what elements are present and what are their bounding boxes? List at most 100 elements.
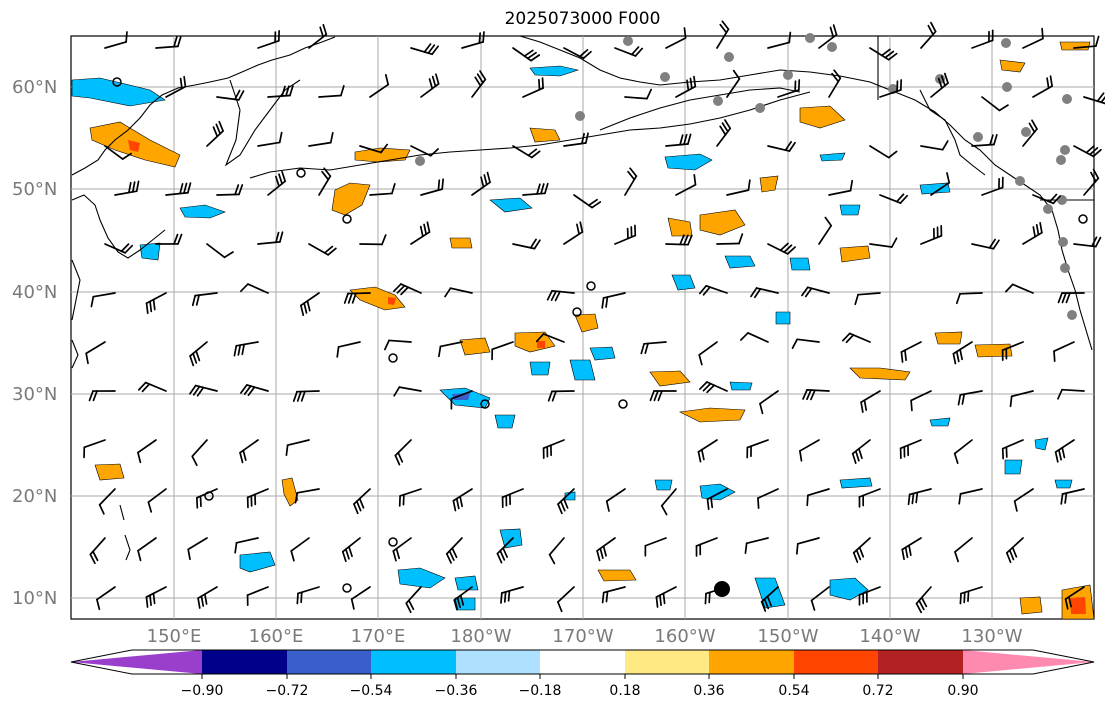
station-marker <box>1067 310 1077 320</box>
wind-barb <box>930 72 949 98</box>
colorbar-tick-label: −0.36 <box>434 683 478 699</box>
wind-barb <box>1032 193 1062 205</box>
wind-barb <box>308 24 328 49</box>
wind-barb <box>757 488 779 509</box>
wind-barb <box>665 133 692 147</box>
wind-barb <box>869 47 898 61</box>
negative-region <box>839 204 861 216</box>
wind-barb <box>308 243 337 256</box>
wind-barb <box>879 193 909 204</box>
wind-barb <box>695 537 718 557</box>
station-marker <box>1058 237 1068 247</box>
wind-barb <box>818 24 838 49</box>
negative-region <box>139 242 161 261</box>
wind-barb <box>1001 439 1024 460</box>
wind-barb <box>285 439 310 457</box>
wind-barb <box>88 390 116 402</box>
positive-region <box>459 337 491 356</box>
calm-marker <box>388 353 398 363</box>
wind-barb <box>195 488 218 509</box>
wind-barb <box>801 286 830 298</box>
calm-marker <box>112 77 122 87</box>
wind-barb <box>216 89 245 101</box>
station-marker <box>783 70 793 80</box>
wind-barb <box>563 132 589 147</box>
station-marker <box>415 156 425 166</box>
wind-barb <box>767 242 796 255</box>
station-marker <box>713 96 723 106</box>
wind-barb <box>438 341 463 358</box>
wind-barb <box>614 46 644 57</box>
wind-barb <box>290 537 310 562</box>
wind-barb <box>1022 119 1038 147</box>
calm-marker <box>572 307 582 317</box>
wind-barb <box>899 439 922 460</box>
wind-barb <box>644 537 667 557</box>
station-markers <box>415 33 1077 320</box>
wind-barb <box>233 341 259 357</box>
positive-region <box>999 59 1026 73</box>
wind-barb <box>802 389 830 401</box>
wind-barb <box>187 537 208 561</box>
wind-barb <box>535 333 565 343</box>
wind-barb <box>841 332 871 344</box>
calm-marker <box>388 537 398 547</box>
wind-barb <box>267 85 294 98</box>
wind-barb <box>294 488 320 504</box>
positive-region <box>597 569 637 582</box>
wind-barb <box>257 30 280 49</box>
station-marker <box>1062 94 1072 104</box>
wind-barb <box>860 390 881 413</box>
colorbar-segment <box>202 650 287 674</box>
calm-marker <box>296 168 306 178</box>
wind-barb <box>512 238 541 250</box>
colorbar-segment <box>287 650 371 674</box>
lon-label: 130°W <box>961 626 1023 647</box>
lon-label: 140°W <box>859 626 921 647</box>
lat-label: 30°N <box>12 384 58 405</box>
wind-barb <box>359 234 387 246</box>
negative-region <box>179 204 226 219</box>
colorbar-tick-label: −0.90 <box>180 683 224 699</box>
negative-region <box>499 528 523 549</box>
wind-barb <box>799 439 820 462</box>
wind-barb <box>601 586 626 604</box>
wind-barb <box>660 488 677 516</box>
colorbar-segment <box>371 650 456 674</box>
wind-barb <box>573 194 602 209</box>
wind-barb <box>145 586 167 608</box>
alaska-coast <box>519 35 981 151</box>
negative-region <box>775 311 791 325</box>
wind-barb <box>300 292 320 317</box>
positive-region <box>449 237 473 249</box>
negative-region <box>71 77 166 107</box>
wind-barb <box>369 74 390 98</box>
wind-barb <box>471 70 487 98</box>
wind-barb <box>869 145 898 159</box>
positive-region <box>934 331 963 345</box>
wind-barb <box>546 289 575 302</box>
negative-region <box>699 483 736 501</box>
station-marker <box>623 36 633 46</box>
wind-barb <box>901 537 922 561</box>
positive-region <box>94 463 125 481</box>
wind-barb <box>1001 341 1024 362</box>
wind-barb <box>1032 75 1053 98</box>
wind-barb <box>410 43 439 56</box>
wind-barb <box>907 488 932 506</box>
wind-barb <box>958 488 983 505</box>
wind-barb <box>547 390 575 402</box>
positive-region <box>839 245 871 263</box>
lat-label: 50°N <box>12 179 58 200</box>
negative-region <box>789 257 811 271</box>
colorbar-tick-label: 0.72 <box>862 683 894 699</box>
map-title: 2025073000 F000 <box>504 9 661 29</box>
wind-barb <box>394 439 412 466</box>
wind-barb <box>726 179 751 196</box>
wind-barb <box>1060 488 1085 505</box>
calm-markers <box>112 77 1088 593</box>
bc-inlets <box>919 89 986 176</box>
negative-region <box>654 479 673 491</box>
wind-barb <box>318 167 332 196</box>
